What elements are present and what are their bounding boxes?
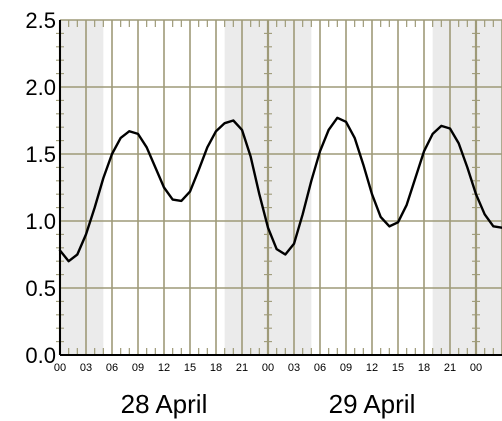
data-point [492, 225, 494, 227]
data-point [172, 198, 174, 201]
data-point [449, 127, 451, 130]
x-tick-label: 00 [54, 362, 66, 374]
data-point [215, 130, 217, 132]
minor-tick-layer [56, 20, 494, 355]
data-point [137, 133, 139, 135]
data-point [354, 137, 356, 139]
series-layer [58, 116, 502, 263]
data-point [224, 122, 226, 124]
x-tick-labels: 00 03 06 09 12 15 18 21 00 03 06 09 12 15 18 21 00 [54, 362, 482, 374]
series-line [58, 116, 502, 263]
data-point [258, 193, 260, 195]
data-point [250, 156, 252, 158]
data-point [120, 137, 122, 139]
data-point [85, 233, 87, 235]
data-point [362, 164, 364, 166]
x-tick-label: 15 [184, 362, 196, 374]
x-tick-label: 06 [106, 362, 118, 374]
data-point [198, 169, 200, 171]
data-point [466, 166, 468, 168]
data-point [484, 213, 486, 215]
data-point [154, 166, 156, 168]
data-point [319, 150, 321, 152]
data-point [276, 248, 278, 250]
data-point [328, 129, 330, 131]
data-point [76, 253, 78, 256]
y-tick-label: 1.5 [25, 142, 56, 167]
data-point [293, 243, 295, 245]
data-point [241, 129, 243, 131]
data-point [432, 133, 434, 135]
data-point [284, 253, 286, 256]
axis-layer [59, 20, 502, 356]
day-label: 29 April [329, 389, 416, 419]
data-point [163, 186, 165, 189]
day-labels: 28 April 29 April [121, 389, 416, 419]
night-shading-layer [60, 20, 502, 355]
x-tick-label: 09 [340, 362, 352, 374]
data-point [302, 213, 304, 215]
data-point [345, 121, 347, 123]
x-tick-label: 18 [418, 362, 430, 374]
data-point [102, 177, 104, 179]
x-tick-label: 00 [262, 362, 274, 374]
y-tick-label: 0.0 [25, 343, 56, 368]
y-tick-label: 1.0 [25, 209, 56, 234]
data-point [371, 193, 373, 195]
y-tick-label: 0.5 [25, 276, 56, 301]
data-point [388, 225, 390, 227]
x-tick-label: 03 [288, 362, 300, 374]
y-tick-label: 2.5 [25, 8, 56, 33]
y-tick-labels: 0.0 0.5 1.0 1.5 2.0 2.5 [25, 8, 56, 368]
data-point [206, 146, 208, 148]
x-tick-label: 15 [392, 362, 404, 374]
x-tick-label: 21 [236, 362, 248, 374]
data-point [310, 180, 312, 182]
y-tick-label: 2.0 [25, 75, 56, 100]
x-tick-label: 00 [470, 362, 482, 374]
data-point [267, 227, 269, 229]
data-point [189, 190, 191, 193]
data-point [458, 142, 460, 144]
data-point [475, 193, 477, 195]
x-tick-label: 12 [366, 362, 378, 374]
data-point [68, 260, 70, 262]
night-band [60, 20, 104, 355]
data-point [380, 216, 382, 218]
x-tick-label: 09 [132, 362, 144, 374]
data-point [423, 150, 425, 152]
data-point [406, 204, 408, 206]
day-label: 28 April [121, 389, 208, 419]
data-point [440, 125, 442, 127]
data-point [336, 117, 338, 119]
data-point [232, 119, 234, 122]
grid-layer [58, 19, 502, 356]
x-tick-label: 12 [158, 362, 170, 374]
data-point [180, 200, 182, 202]
data-point [414, 177, 416, 179]
x-tick-label: 21 [444, 362, 456, 374]
data-point [111, 153, 113, 155]
x-tick-label: 18 [210, 362, 222, 374]
data-point [397, 221, 399, 223]
data-point [146, 146, 148, 148]
data-point [94, 207, 96, 209]
data-point [128, 130, 130, 132]
night-band [432, 20, 502, 355]
x-tick-label: 06 [314, 362, 326, 374]
x-tick-label: 03 [80, 362, 92, 374]
